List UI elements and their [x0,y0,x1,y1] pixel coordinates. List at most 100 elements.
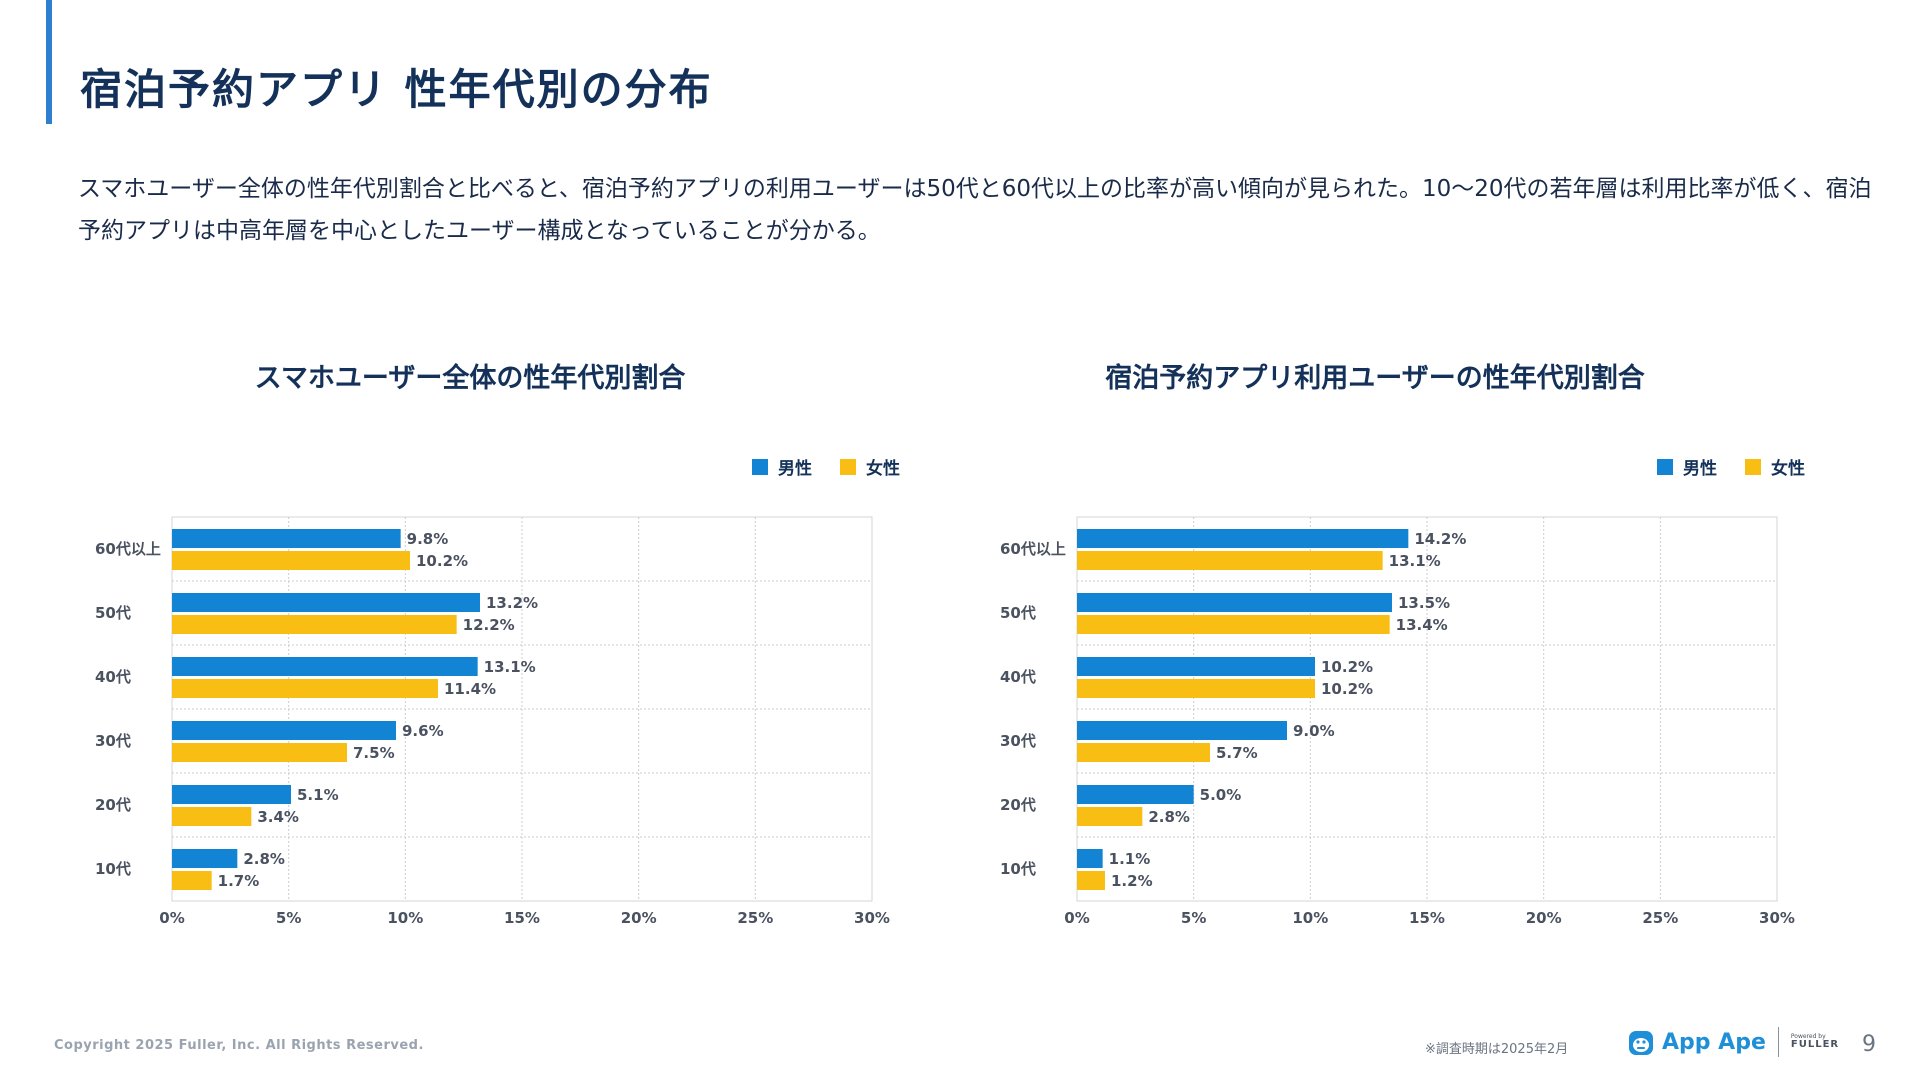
legend-item-female: 女性 [840,454,900,479]
bar-female [1077,615,1390,634]
bar-female [1077,679,1315,698]
x-tick-label: 0% [159,909,184,927]
data-label: 14.2% [1414,530,1466,548]
x-tick-label: 30% [854,909,890,927]
data-label: 10.2% [416,552,468,570]
bar-female [172,807,252,826]
legend-swatch-male [1657,458,1673,475]
legend-item-male: 男性 [1657,454,1717,479]
category-label: 10代 [1000,860,1036,878]
bar-male [1077,529,1409,548]
bar-male [172,721,396,740]
data-label: 1.1% [1109,850,1151,868]
x-tick-label: 5% [1181,909,1206,927]
legend-label-female: 女性 [866,459,900,479]
legend-label-female: 女性 [1771,459,1805,479]
app-ape-logo: App Ape Powered by FULLER [1628,1027,1839,1057]
legend-label-male: 男性 [1683,459,1717,479]
data-label: 2.8% [1148,808,1190,826]
bar-female [172,871,212,890]
chart-hotel-app: 宿泊予約アプリ利用ユーザーの性年代別割合 男性 女性 0% 5% 10% 15% 20%… [945,330,1805,980]
data-label: 13.1% [484,658,536,676]
bar-female [172,679,438,698]
bar-male [172,849,238,868]
chart-overall: スマホユーザー全体の性年代別割合 男性 女性 0% 5% 10% 15% 20% 25% 3… [40,330,900,980]
x-tick-label: 15% [504,909,540,927]
x-tick-label: 0% [1064,909,1089,927]
data-label: 5.7% [1216,744,1258,762]
app-ape-monkey-icon [1629,1031,1653,1055]
chart-title: 宿泊予約アプリ利用ユーザーの性年代別割合 [1105,363,1645,394]
bar-female [1077,551,1383,570]
bar-male [1077,657,1315,676]
bar-male [172,657,478,676]
data-label: 9.8% [407,530,449,548]
x-tick-label: 25% [737,909,773,927]
category-label: 40代 [95,668,131,686]
powered-by-label: Powered by [1790,1033,1826,1040]
category-label: 30代 [1000,732,1036,750]
bar-male [1077,721,1287,740]
logo-divider [1777,1027,1779,1057]
legend-swatch-male [752,458,768,475]
bar-female [172,551,410,570]
category-label: 50代 [95,604,131,622]
legend-swatch-female [840,458,856,475]
category-label: 20代 [95,796,131,814]
data-label: 1.7% [218,872,260,890]
x-tick-label: 30% [1759,909,1795,927]
data-label: 9.6% [402,722,444,740]
data-label: 7.5% [353,744,395,762]
bar-male [172,529,401,548]
chart-plot: 0% 5% 10% 15% 20% 25% 30% 60代以上 14.2% 13.1% 50代 13.… [1000,516,1795,927]
data-label: 5.1% [297,786,339,804]
bar-female [1077,871,1105,890]
chart-title: スマホユーザー全体の性年代別割合 [254,363,686,394]
legend-item-male: 男性 [752,454,812,479]
category-label: 40代 [1000,668,1036,686]
page-number: 9 [1862,1032,1876,1057]
data-label: 9.0% [1293,722,1335,740]
category-label: 60代以上 [95,540,161,558]
x-tick-label: 20% [1526,909,1562,927]
chart-legend: 男性 女性 [752,454,900,479]
x-tick-label: 10% [1292,909,1328,927]
bar-female [172,743,347,762]
x-tick-label: 10% [387,909,423,927]
footer-survey-note: ※調査時期は2025年2月 [1425,1042,1569,1057]
bar-male [1077,849,1103,868]
legend-swatch-female [1745,458,1761,475]
data-label: 2.8% [243,850,285,868]
bar-male [172,593,480,612]
category-label: 50代 [1000,604,1036,622]
bar-female [172,615,457,634]
logo-text: App Ape [1662,1029,1766,1055]
legend-item-female: 女性 [1745,454,1805,479]
legend-label-male: 男性 [778,459,812,479]
data-label: 10.2% [1321,658,1373,676]
x-tick-label: 15% [1409,909,1445,927]
footer-copyright: Copyright 2025 Fuller, Inc. All Rights R… [54,1038,424,1053]
category-label: 10代 [95,860,131,878]
chart-plot: 0% 5% 10% 15% 20% 25% 30% 60代以上 9.8% 10.2% 50代 13.2… [95,516,890,927]
data-label: 13.4% [1396,616,1448,634]
bar-male [172,785,291,804]
chart-legend: 男性 女性 [1657,454,1805,479]
x-tick-label: 20% [621,909,657,927]
x-tick-label: 5% [276,909,301,927]
data-label: 12.2% [463,616,515,634]
x-tick-label: 25% [1642,909,1678,927]
page-title: 宿泊予約アプリ 性年代別の分布 [80,65,713,114]
bar-female [1077,743,1210,762]
category-label: 60代以上 [1000,540,1066,558]
page-description: スマホユーザー全体の性年代別割合と比べると、宿泊予約アプリの利用ユーザーは50代… [78,176,1872,244]
bar-male [1077,785,1194,804]
category-label: 20代 [1000,796,1036,814]
data-label: 11.4% [444,680,496,698]
data-label: 5.0% [1200,786,1242,804]
title-accent-bar [46,0,52,124]
data-label: 13.5% [1398,594,1450,612]
category-label: 30代 [95,732,131,750]
data-label: 13.2% [486,594,538,612]
bar-male [1077,593,1392,612]
